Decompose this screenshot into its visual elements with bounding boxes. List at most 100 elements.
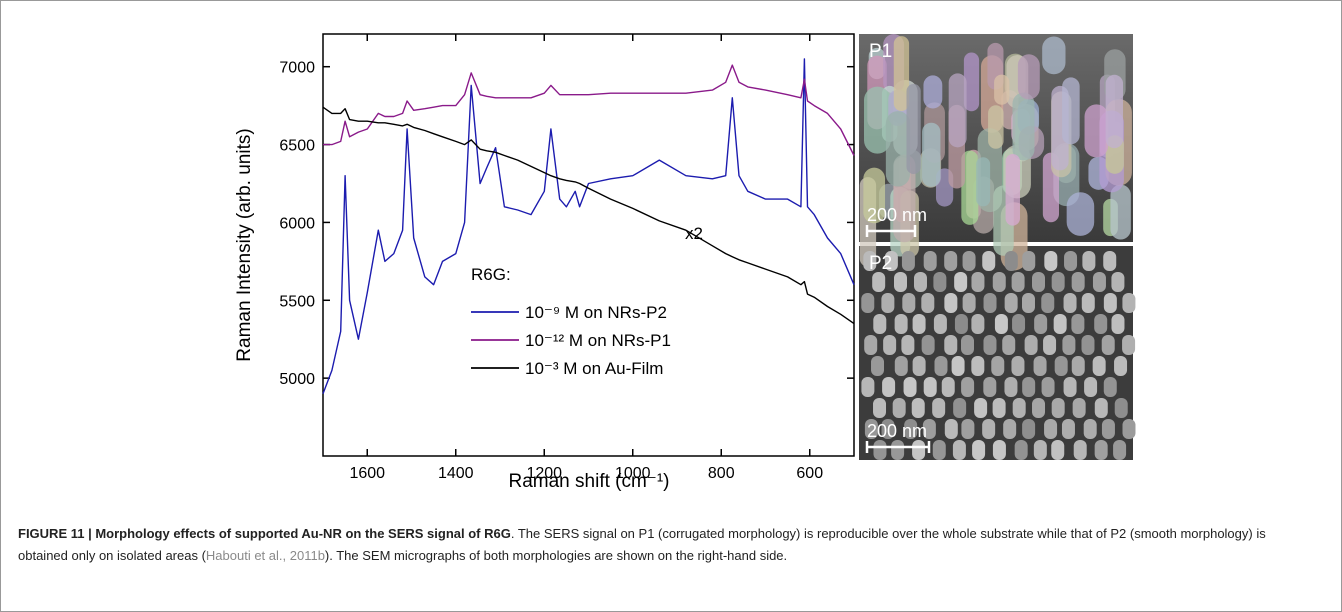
x-tick-label: 800 <box>708 465 735 482</box>
legend-title: R6G: <box>471 265 511 284</box>
sem-texture <box>894 272 908 292</box>
sem-texture <box>1084 104 1109 158</box>
scale-bar <box>865 225 917 237</box>
sem-texture <box>1043 335 1057 355</box>
sem-texture <box>1084 377 1098 397</box>
sem-texture <box>881 293 895 313</box>
sem-texture <box>951 356 965 376</box>
sem-texture <box>944 335 958 355</box>
sem-texture <box>944 293 958 313</box>
sem-texture <box>1014 440 1028 460</box>
sem-texture <box>932 398 946 418</box>
sem-texture <box>863 167 886 224</box>
sem-texture <box>1083 419 1097 439</box>
sem-texture <box>1071 314 1085 334</box>
sem-texture <box>1044 419 1058 439</box>
sem-texture <box>992 398 1006 418</box>
sem-texture <box>1081 293 1095 313</box>
sem-texture <box>1005 154 1020 226</box>
sem-texture <box>922 122 941 187</box>
sem-texture <box>891 440 905 460</box>
y-tick-label: 5000 <box>279 371 315 388</box>
sem-texture <box>1072 398 1086 418</box>
sem-texture <box>1094 314 1108 334</box>
x-tick-label: 600 <box>796 465 823 482</box>
sem-texture <box>1122 419 1136 439</box>
sem-texture <box>962 293 976 313</box>
sem-texture <box>971 356 985 376</box>
sem-texture <box>961 419 975 439</box>
y-tick-label: 5500 <box>279 293 315 310</box>
sem-texture <box>1017 54 1040 100</box>
legend-label: 10⁻¹² M on NRs-P1 <box>525 331 671 350</box>
sem-texture <box>1111 272 1125 292</box>
panel-label: P2 <box>869 253 892 274</box>
sem-texture <box>1061 419 1075 439</box>
sem-texture <box>923 251 937 271</box>
sem-texture <box>1012 92 1035 161</box>
sem-texture <box>952 440 966 460</box>
sem-texture <box>893 36 910 111</box>
sem-texture <box>1032 272 1046 292</box>
sem-texture <box>961 335 975 355</box>
sem-texture <box>894 356 908 376</box>
sem-texture <box>1012 398 1026 418</box>
sem-texture <box>944 251 958 271</box>
sem-texture <box>1032 398 1046 418</box>
sem-texture <box>1022 419 1036 439</box>
sem-texture <box>1071 356 1085 376</box>
sem-texture <box>863 251 877 271</box>
sem-texture <box>933 314 947 334</box>
sem-texture <box>912 314 926 334</box>
citation[interactable]: Habouti et al., 2011b <box>205 548 325 563</box>
sem-texture <box>934 356 948 376</box>
sem-texture <box>1122 335 1136 355</box>
sem-texture <box>1002 335 1016 355</box>
sem-texture <box>961 377 975 397</box>
sem-texture <box>1113 440 1127 460</box>
scale-label: 200 nm <box>867 421 927 441</box>
sem-texture <box>961 150 979 225</box>
sem-texture <box>1066 192 1095 236</box>
sem-texture <box>963 52 980 112</box>
sem-texture <box>1110 184 1131 240</box>
sem-texture <box>1081 335 1095 355</box>
sem-texture <box>1012 314 1026 334</box>
sem-texture <box>882 377 896 397</box>
sem-texture <box>903 377 917 397</box>
sem-texture <box>1122 293 1136 313</box>
sem-texture <box>983 293 997 313</box>
sem-texture <box>873 440 887 460</box>
sem-texture <box>1063 293 1077 313</box>
caption-text: . The SERS signal on P1 (corrugated morp… <box>18 526 1266 563</box>
sem-texture <box>932 440 946 460</box>
y-tick-label: 7000 <box>279 60 315 77</box>
series-line <box>322 58 855 394</box>
sem-texture <box>1004 377 1018 397</box>
plot-frame <box>322 33 855 457</box>
sem-texture <box>901 251 915 271</box>
legend-label: 10⁻³ M on Au-Film <box>525 359 663 378</box>
x-tick-label: 1000 <box>615 465 651 482</box>
sem-texture <box>1011 356 1025 376</box>
sem-texture <box>901 335 915 355</box>
sem-texture <box>861 293 875 313</box>
sem-texture <box>922 419 936 439</box>
sem-texture <box>994 74 1010 105</box>
scale-label: 200 nm <box>867 205 927 225</box>
sem-texture <box>921 293 935 313</box>
sem-texture <box>1103 251 1117 271</box>
sem-texture <box>1114 398 1128 418</box>
sem-texture <box>1062 77 1080 145</box>
sem-texture <box>861 377 875 397</box>
sem-texture <box>1053 314 1067 334</box>
sem-texture <box>884 251 898 271</box>
sem-texture <box>921 335 935 355</box>
annotation: x2 <box>685 224 703 243</box>
sem-texture <box>1062 335 1076 355</box>
sem-texture <box>992 272 1006 292</box>
sem-texture <box>1011 272 1025 292</box>
sem-texture <box>1004 251 1018 271</box>
sem-texture <box>983 377 997 397</box>
y-tick-label: 6500 <box>279 138 315 155</box>
